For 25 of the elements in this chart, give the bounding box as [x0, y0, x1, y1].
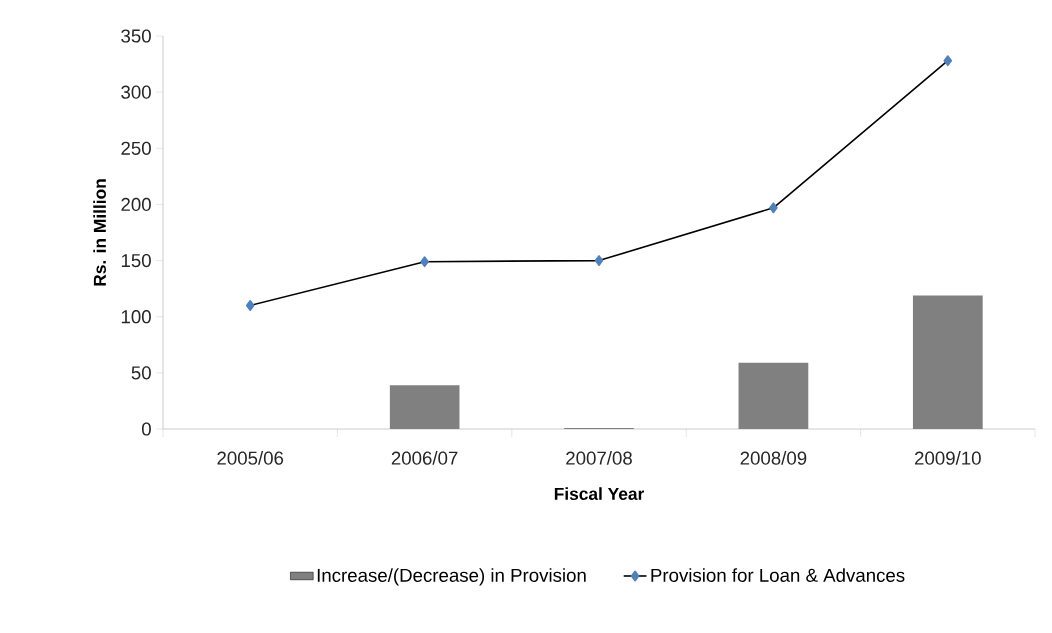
point	[594, 255, 604, 267]
x-tick-label: 2008/09	[740, 451, 807, 465]
x-tick-label: 2007/08	[566, 451, 632, 465]
bar	[389, 385, 460, 429]
x-tick-label: 2009/10	[915, 451, 981, 465]
y-tick-label: 250	[121, 141, 151, 155]
bar	[738, 362, 809, 429]
y-tick-label: 200	[121, 197, 151, 212]
y-tick-label: 100	[121, 310, 151, 324]
legend-label: Provision for Loan & Advances	[651, 568, 905, 582]
bar	[912, 295, 983, 429]
x-tick-label: 2006/07	[391, 451, 458, 465]
point	[420, 256, 429, 268]
y-axis-title: Rs. in Million	[93, 179, 106, 286]
point	[245, 300, 255, 311]
y-tick-label: 350	[121, 29, 151, 43]
x-tick-label: 2005/06	[217, 451, 284, 465]
y-tick-label: 300	[121, 85, 151, 99]
point	[943, 55, 953, 67]
y-tick-label: 0	[141, 422, 151, 436]
y-tick-label: 150	[121, 253, 151, 268]
legend-label: Increase/(Decrease) in Provision	[317, 568, 586, 586]
x-axis-title: Fiscal Year	[554, 487, 645, 500]
point	[769, 202, 778, 214]
y-tick-label: 50	[131, 366, 151, 380]
